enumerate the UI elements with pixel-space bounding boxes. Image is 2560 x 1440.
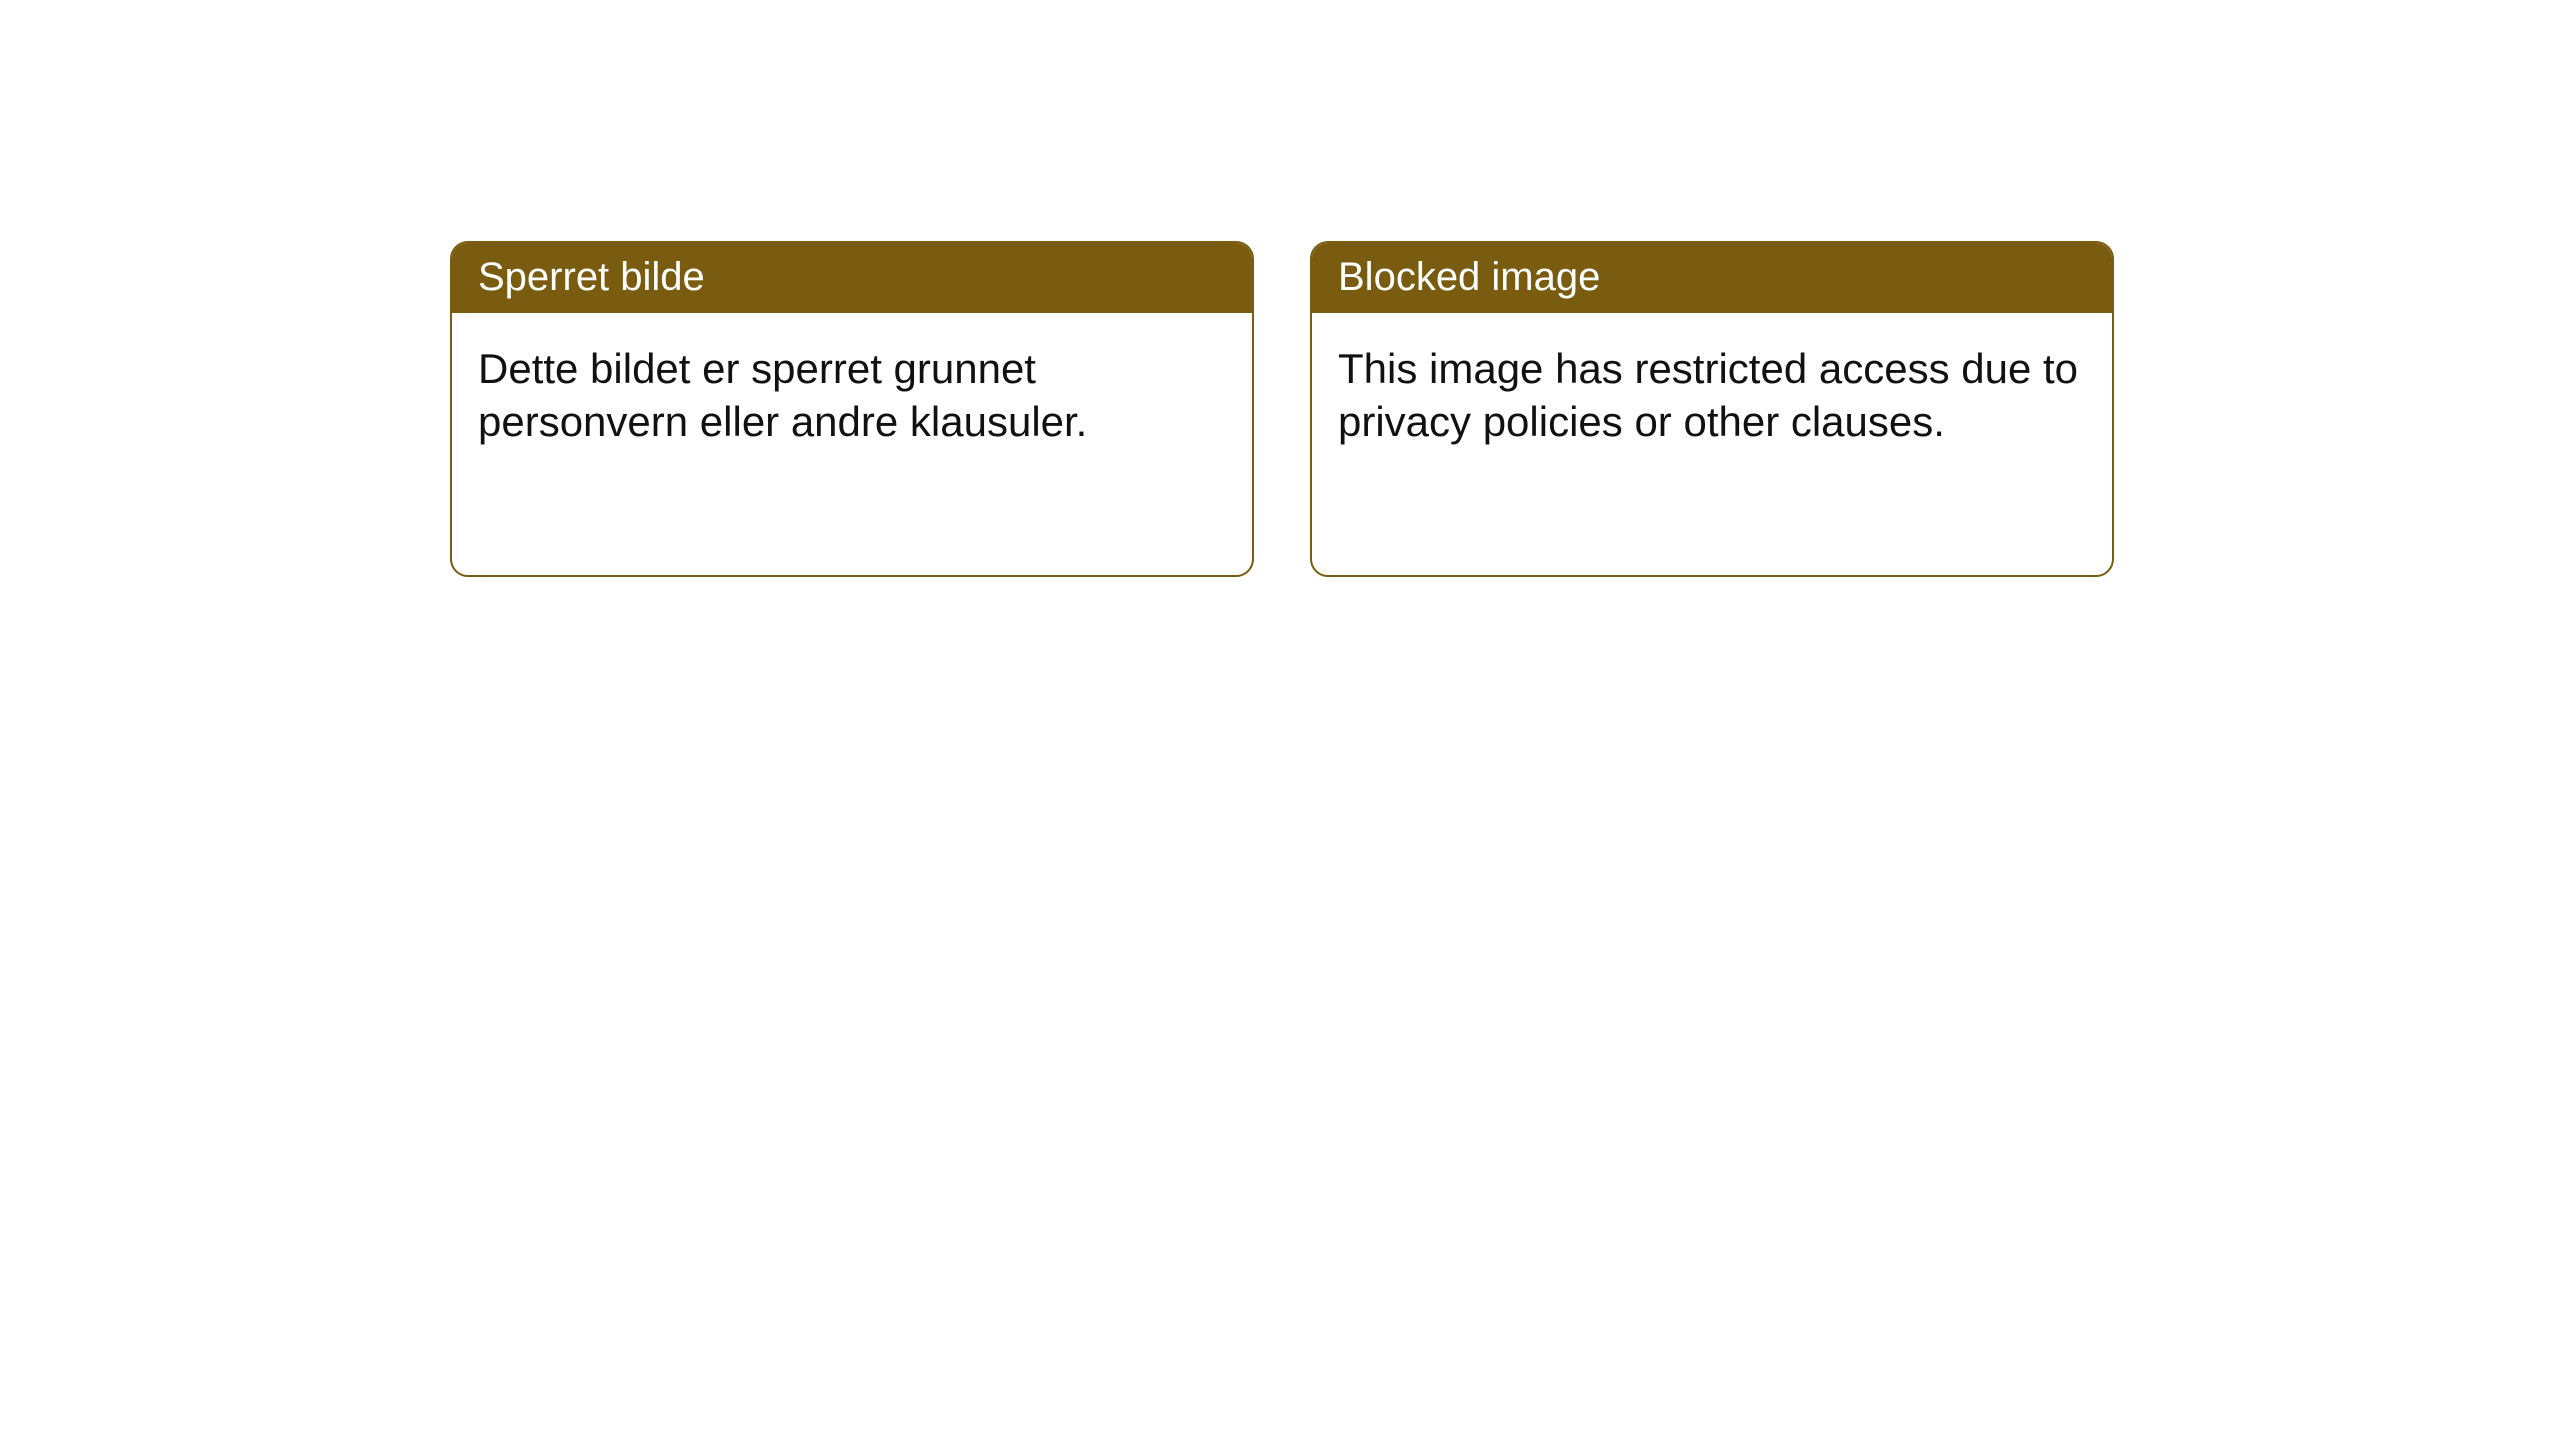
- card-header-no: Sperret bilde: [452, 243, 1252, 313]
- card-body-no: Dette bildet er sperret grunnet personve…: [452, 313, 1252, 478]
- blocked-image-card-no: Sperret bilde Dette bildet er sperret gr…: [450, 241, 1254, 577]
- blocked-image-card-en: Blocked image This image has restricted …: [1310, 241, 2114, 577]
- card-body-en: This image has restricted access due to …: [1312, 313, 2112, 478]
- card-header-en: Blocked image: [1312, 243, 2112, 313]
- notice-container: Sperret bilde Dette bildet er sperret gr…: [0, 0, 2560, 577]
